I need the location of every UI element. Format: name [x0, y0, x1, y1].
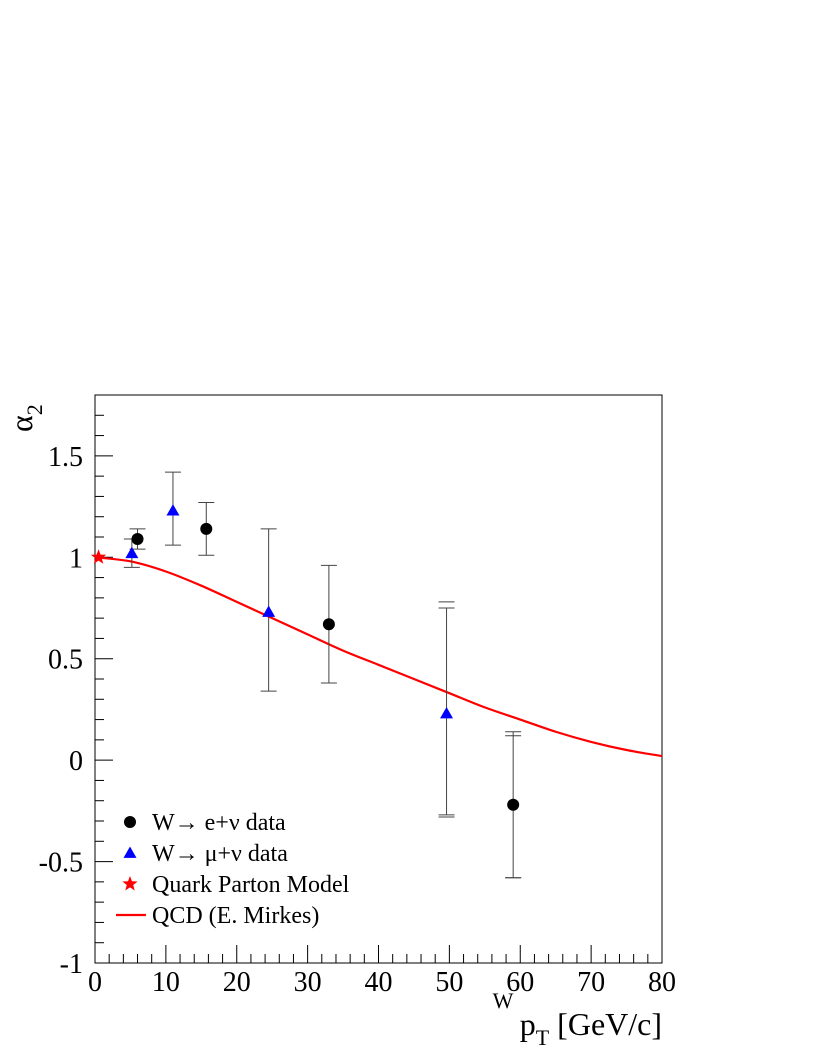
qpm-point — [90, 549, 107, 564]
muon-data-point — [166, 504, 180, 516]
y-tick-label: 1.5 — [48, 442, 83, 473]
data-markers — [90, 504, 520, 811]
legend-label: QCD (E. Mirkes) — [152, 903, 319, 929]
electron-data-point — [507, 798, 520, 811]
x-tick-label: 60 — [506, 967, 534, 998]
x-tick-label: 70 — [577, 967, 605, 998]
x-tick-label: 40 — [365, 967, 393, 998]
legend-label: W→ μ+ν data — [152, 841, 288, 867]
qcd-curve — [94, 556, 663, 758]
electron-data-point — [322, 618, 335, 631]
electron-data-point — [131, 533, 144, 546]
y-tick-label: 0 — [69, 746, 83, 777]
x-axis-title: pT [GeV/c] — [520, 1006, 662, 1050]
electron-data-point — [200, 522, 213, 535]
muon-data-point — [440, 706, 454, 719]
x-tick-label: 20 — [223, 967, 251, 998]
legend-marker-star — [122, 876, 138, 891]
x-tick-label: 80 — [648, 967, 676, 998]
axis-labels: pT [GeV/c]Wα2 — [3, 404, 662, 1050]
muon-data-point — [262, 605, 276, 617]
y-tick-label: -0.5 — [39, 848, 83, 879]
x-tick-label: 0 — [88, 967, 102, 998]
axes: 0 10 20 30 40 50 60 70 80 -1 -0.5 0 0.5 1 1.5 — [39, 394, 676, 998]
y-tick-label: -1 — [60, 949, 83, 980]
legend: W→ e+ν data W→ μ+ν data Quark Parton Model… — [116, 810, 350, 929]
curves — [94, 556, 663, 758]
muon-data-point — [125, 546, 139, 559]
legend-marker-triangle — [123, 846, 137, 858]
y-axis-title: α2 — [3, 404, 47, 432]
y-tick-label: 1 — [69, 543, 83, 574]
x-axis-title-superscript: W — [493, 988, 514, 1013]
x-tick-label: 50 — [435, 967, 463, 998]
legend-marker-circle — [124, 816, 136, 828]
legend-label: Quark Parton Model — [152, 872, 350, 898]
x-tick-label: 10 — [152, 967, 180, 998]
legend-label: W→ e+ν data — [152, 810, 286, 836]
y-tick-label: 0.5 — [48, 645, 83, 676]
x-tick-label: 30 — [294, 967, 322, 998]
